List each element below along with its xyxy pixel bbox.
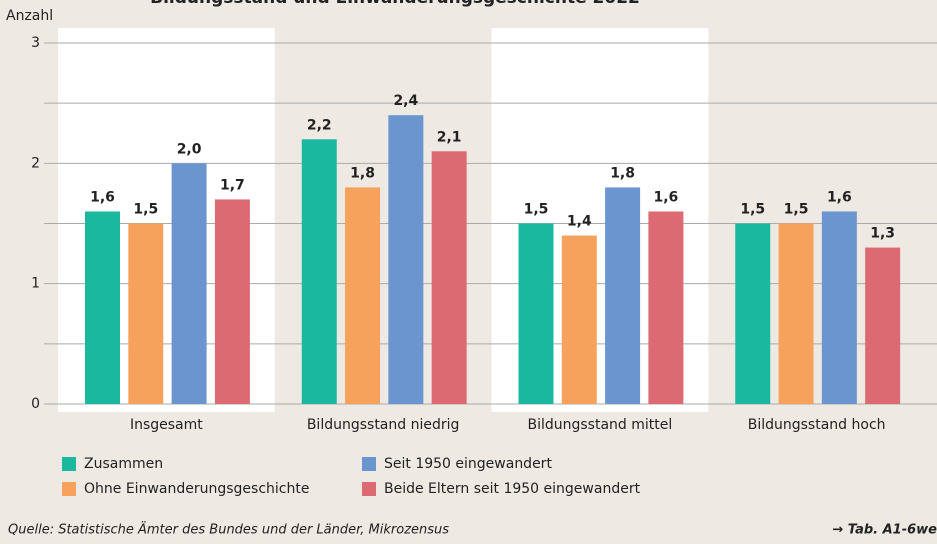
y-tick-label: 1	[31, 276, 40, 292]
value-label: 1,5	[133, 202, 158, 218]
y-tick-label: 0	[31, 396, 40, 412]
legend-label: Beide Eltern seit 1950 eingewandert	[384, 481, 641, 497]
value-label: 1,5	[784, 202, 809, 218]
bar	[431, 151, 467, 404]
legend-swatch	[362, 457, 376, 471]
bar	[561, 235, 597, 404]
value-label: 1,6	[90, 189, 115, 205]
x-tick-label: Bildungsstand mittel	[527, 417, 672, 433]
chart-title: Bildungsstand und Einwanderungsgeschicht…	[150, 0, 640, 8]
legend-swatch	[62, 482, 76, 496]
bar	[605, 187, 641, 404]
value-label: 2,1	[437, 129, 462, 145]
x-tick-label: Bildungsstand niedrig	[307, 417, 460, 433]
bar	[171, 163, 207, 404]
bar	[735, 223, 771, 404]
value-label: 1,5	[524, 202, 549, 218]
legend-label: Zusammen	[84, 456, 163, 472]
value-label: 1,6	[653, 189, 678, 205]
value-label: 1,6	[827, 189, 852, 205]
y-tick-label: 2	[31, 155, 40, 171]
bar	[648, 211, 684, 404]
legend-swatch	[62, 457, 76, 471]
bar	[301, 139, 337, 404]
value-label: 1,3	[870, 226, 895, 242]
value-label: 2,4	[393, 93, 418, 109]
value-label: 1,7	[220, 177, 245, 193]
bar	[388, 115, 424, 404]
value-label: 1,4	[567, 214, 592, 230]
value-label: 1,8	[350, 165, 375, 181]
x-tick-label: Bildungsstand hoch	[748, 417, 886, 433]
bar	[128, 223, 164, 404]
bar	[821, 211, 857, 404]
y-axis-label: Anzahl	[6, 8, 53, 24]
bar	[214, 199, 250, 404]
bar	[85, 211, 120, 404]
value-label: 2,2	[307, 117, 332, 133]
y-tick-label: 3	[31, 35, 40, 51]
value-label: 1,8	[610, 165, 635, 181]
reference: → Tab. A1-6we	[832, 523, 937, 538]
bar	[518, 223, 554, 404]
value-label: 1,5	[740, 202, 765, 218]
legend-label: Seit 1950 eingewandert	[384, 456, 552, 472]
bar	[778, 223, 814, 404]
x-tick-label: Insgesamt	[130, 417, 203, 433]
source: Quelle: Statistische Ämter des Bundes un…	[8, 522, 449, 538]
legend-swatch	[362, 482, 376, 496]
bar	[865, 247, 901, 404]
value-label: 2,0	[177, 141, 202, 157]
legend-label: Ohne Einwanderungsgeschichte	[84, 481, 309, 497]
bar	[345, 187, 381, 404]
